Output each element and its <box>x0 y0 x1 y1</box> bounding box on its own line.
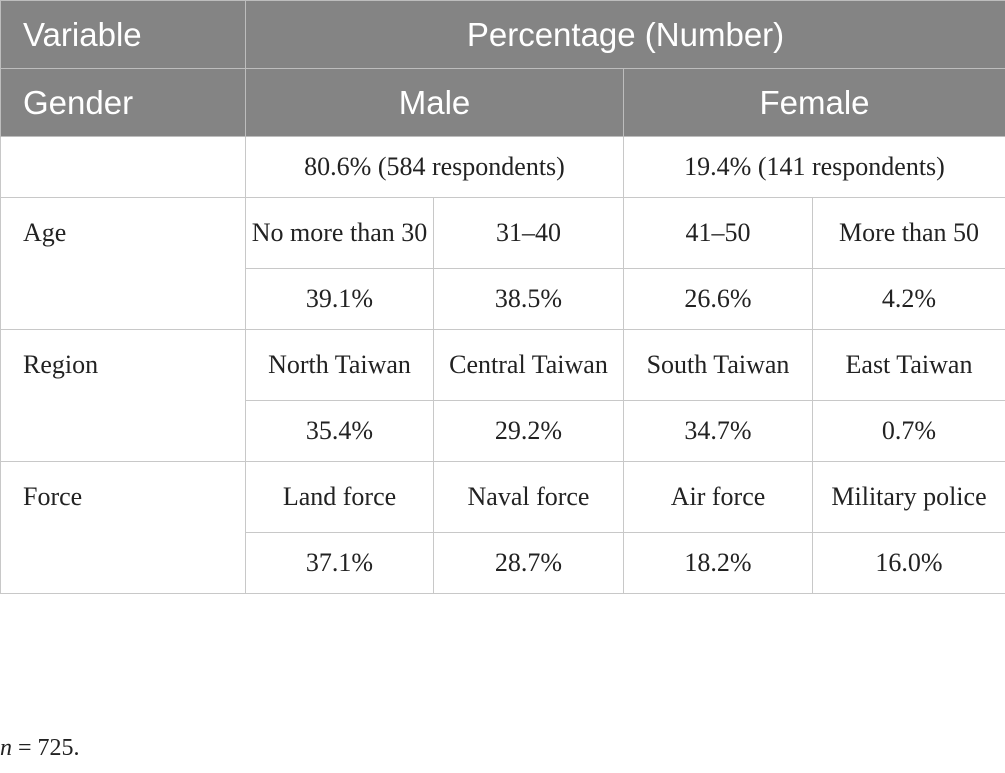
age-value: 39.1% <box>245 268 434 330</box>
force-value: 28.7% <box>433 532 624 594</box>
force-value: 18.2% <box>623 532 813 594</box>
region-category: East Taiwan <box>812 329 1005 401</box>
force-value-row: 37.1% 28.7% 18.2% 16.0% <box>1 532 1005 594</box>
percentage-header: Percentage (Number) <box>245 0 1005 69</box>
male-count: 80.6% (584 respondents) <box>245 136 624 198</box>
age-category: No more than 30 <box>245 197 434 269</box>
region-category: Central Taiwan <box>433 329 624 401</box>
force-label: Force <box>0 461 246 594</box>
region-value: 34.7% <box>623 400 813 462</box>
force-category: Naval force <box>433 461 624 533</box>
header-row-1: Variable Percentage (Number) <box>0 0 1005 69</box>
force-category: Land force <box>245 461 434 533</box>
sample-size-note: n = 725. <box>0 735 80 762</box>
gender-header: Gender <box>0 68 246 137</box>
gender-count-row: 80.6% (584 respondents) 19.4% (141 respo… <box>0 136 1005 198</box>
empty-cell <box>0 136 246 198</box>
force-value: 37.1% <box>245 532 434 594</box>
region-value: 0.7% <box>812 400 1005 462</box>
region-category: North Taiwan <box>245 329 434 401</box>
age-value: 26.6% <box>623 268 813 330</box>
region-value: 35.4% <box>245 400 434 462</box>
region-label: Region <box>0 329 246 462</box>
n-value: = 725. <box>12 735 80 761</box>
age-value: 38.5% <box>433 268 624 330</box>
age-label: Age <box>0 197 246 330</box>
region-value-row: 35.4% 29.2% 34.7% 0.7% <box>1 400 1005 462</box>
female-header: Female <box>623 68 1005 137</box>
demographics-table: Variable Percentage (Number) Gender Male… <box>0 0 1005 594</box>
region-value: 29.2% <box>433 400 624 462</box>
region-category: South Taiwan <box>623 329 813 401</box>
force-category: Air force <box>623 461 813 533</box>
n-symbol: n <box>0 735 12 761</box>
force-value: 16.0% <box>812 532 1005 594</box>
force-category-row: Force Land force Naval force Air force M… <box>0 461 1005 594</box>
header-row-2: Gender Male Female <box>0 68 1005 137</box>
age-category: 31–40 <box>433 197 624 269</box>
force-category: Military police <box>812 461 1005 533</box>
variable-header: Variable <box>0 0 246 69</box>
female-count: 19.4% (141 respondents) <box>623 136 1005 198</box>
age-category-row: Age No more than 30 31–40 41–50 More tha… <box>0 197 1005 330</box>
age-value: 4.2% <box>812 268 1005 330</box>
region-category-row: Region North Taiwan Central Taiwan South… <box>0 329 1005 462</box>
age-category: 41–50 <box>623 197 813 269</box>
age-category: More than 50 <box>812 197 1005 269</box>
male-header: Male <box>245 68 624 137</box>
